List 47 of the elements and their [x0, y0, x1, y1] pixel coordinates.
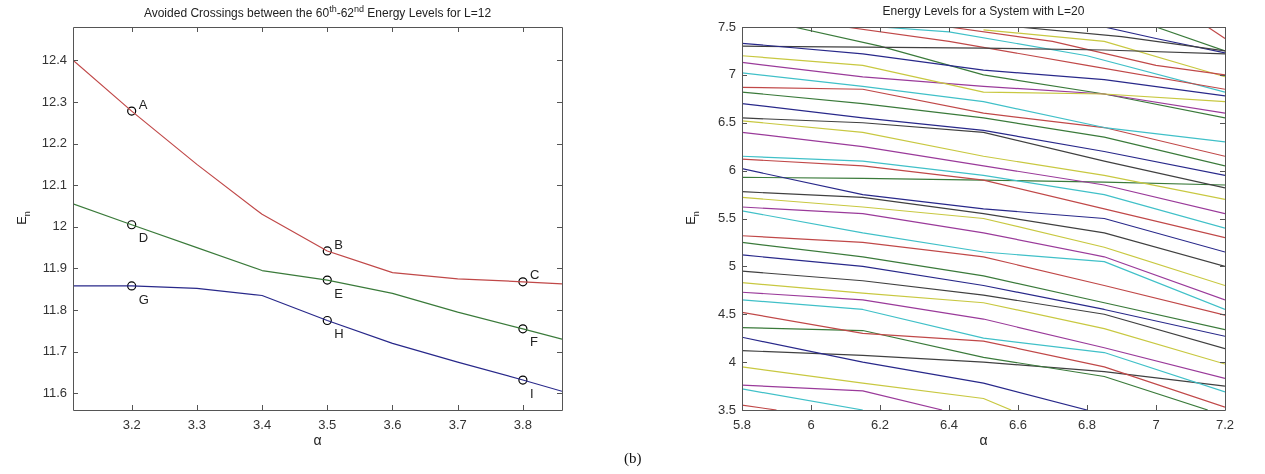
- annotation: F: [529, 334, 538, 350]
- y-tick-label: 3.5: [717, 401, 736, 417]
- x-tick-label: 3.2: [122, 417, 141, 433]
- y-tick-label: 11.7: [42, 343, 67, 359]
- x-tick-label: 3.7: [448, 417, 467, 433]
- y-tick-label: 12.2: [41, 135, 67, 151]
- annotation: H: [334, 326, 344, 342]
- y-tick-label: 12.4: [41, 51, 67, 67]
- x-tick-label: 3.5: [318, 417, 337, 433]
- x-tick-label: 6.4: [939, 417, 959, 433]
- y-tick-label: 4.5: [717, 305, 736, 321]
- y-tick-label: 5: [728, 257, 736, 273]
- y-tick-label: 7.5: [717, 18, 736, 34]
- y-tick-label: 6.5: [717, 114, 736, 130]
- annotation: C: [529, 267, 540, 283]
- text: (b): [624, 450, 642, 467]
- x-tick-label: 3.6: [383, 417, 402, 433]
- x-tick-label: 5.8: [732, 417, 752, 433]
- x-tick-label: 3.3: [187, 417, 206, 433]
- x-tick-label: 3.8: [513, 417, 532, 433]
- y-tick-label: 12: [52, 218, 67, 234]
- y-tick-label: 7: [728, 66, 736, 82]
- x-axis-title: α: [979, 432, 988, 449]
- y-tick-label: 12.1: [41, 176, 67, 192]
- y-tick-label: 11.6: [42, 384, 67, 400]
- x-tick-label: 7.2: [1215, 417, 1235, 433]
- x-tick-label: 3.4: [253, 417, 272, 433]
- y-tick-label: 11.9: [42, 260, 67, 276]
- y-tick-label: 4: [728, 353, 736, 369]
- x-tick-label: 6.8: [1077, 417, 1097, 433]
- y-tick-label: 5.5: [717, 210, 736, 226]
- x-tick-label: 6.6: [1008, 417, 1028, 433]
- chart-title: Avoided Crossings between the 60$^{th}$-62$^{nd}$ Energy Levels for L=12: [143, 4, 492, 20]
- annotation: B: [334, 236, 343, 252]
- x-tick-label: 7: [1152, 417, 1160, 433]
- y-tick-label: 11.8: [42, 301, 67, 317]
- chart-title: Energy Levels for a System with L=20: [882, 4, 1085, 18]
- y-tick-label: 12.3: [41, 93, 67, 109]
- annotation: D: [138, 230, 149, 246]
- annotation: I: [529, 385, 534, 401]
- x-tick-label: 6.2: [870, 417, 890, 433]
- annotation: G: [138, 291, 149, 307]
- annotation: E: [334, 285, 344, 301]
- annotation: A: [138, 96, 148, 112]
- y-tick-label: 6: [728, 162, 736, 178]
- x-axis-title: α: [313, 432, 322, 449]
- x-tick-label: 6: [807, 417, 815, 433]
